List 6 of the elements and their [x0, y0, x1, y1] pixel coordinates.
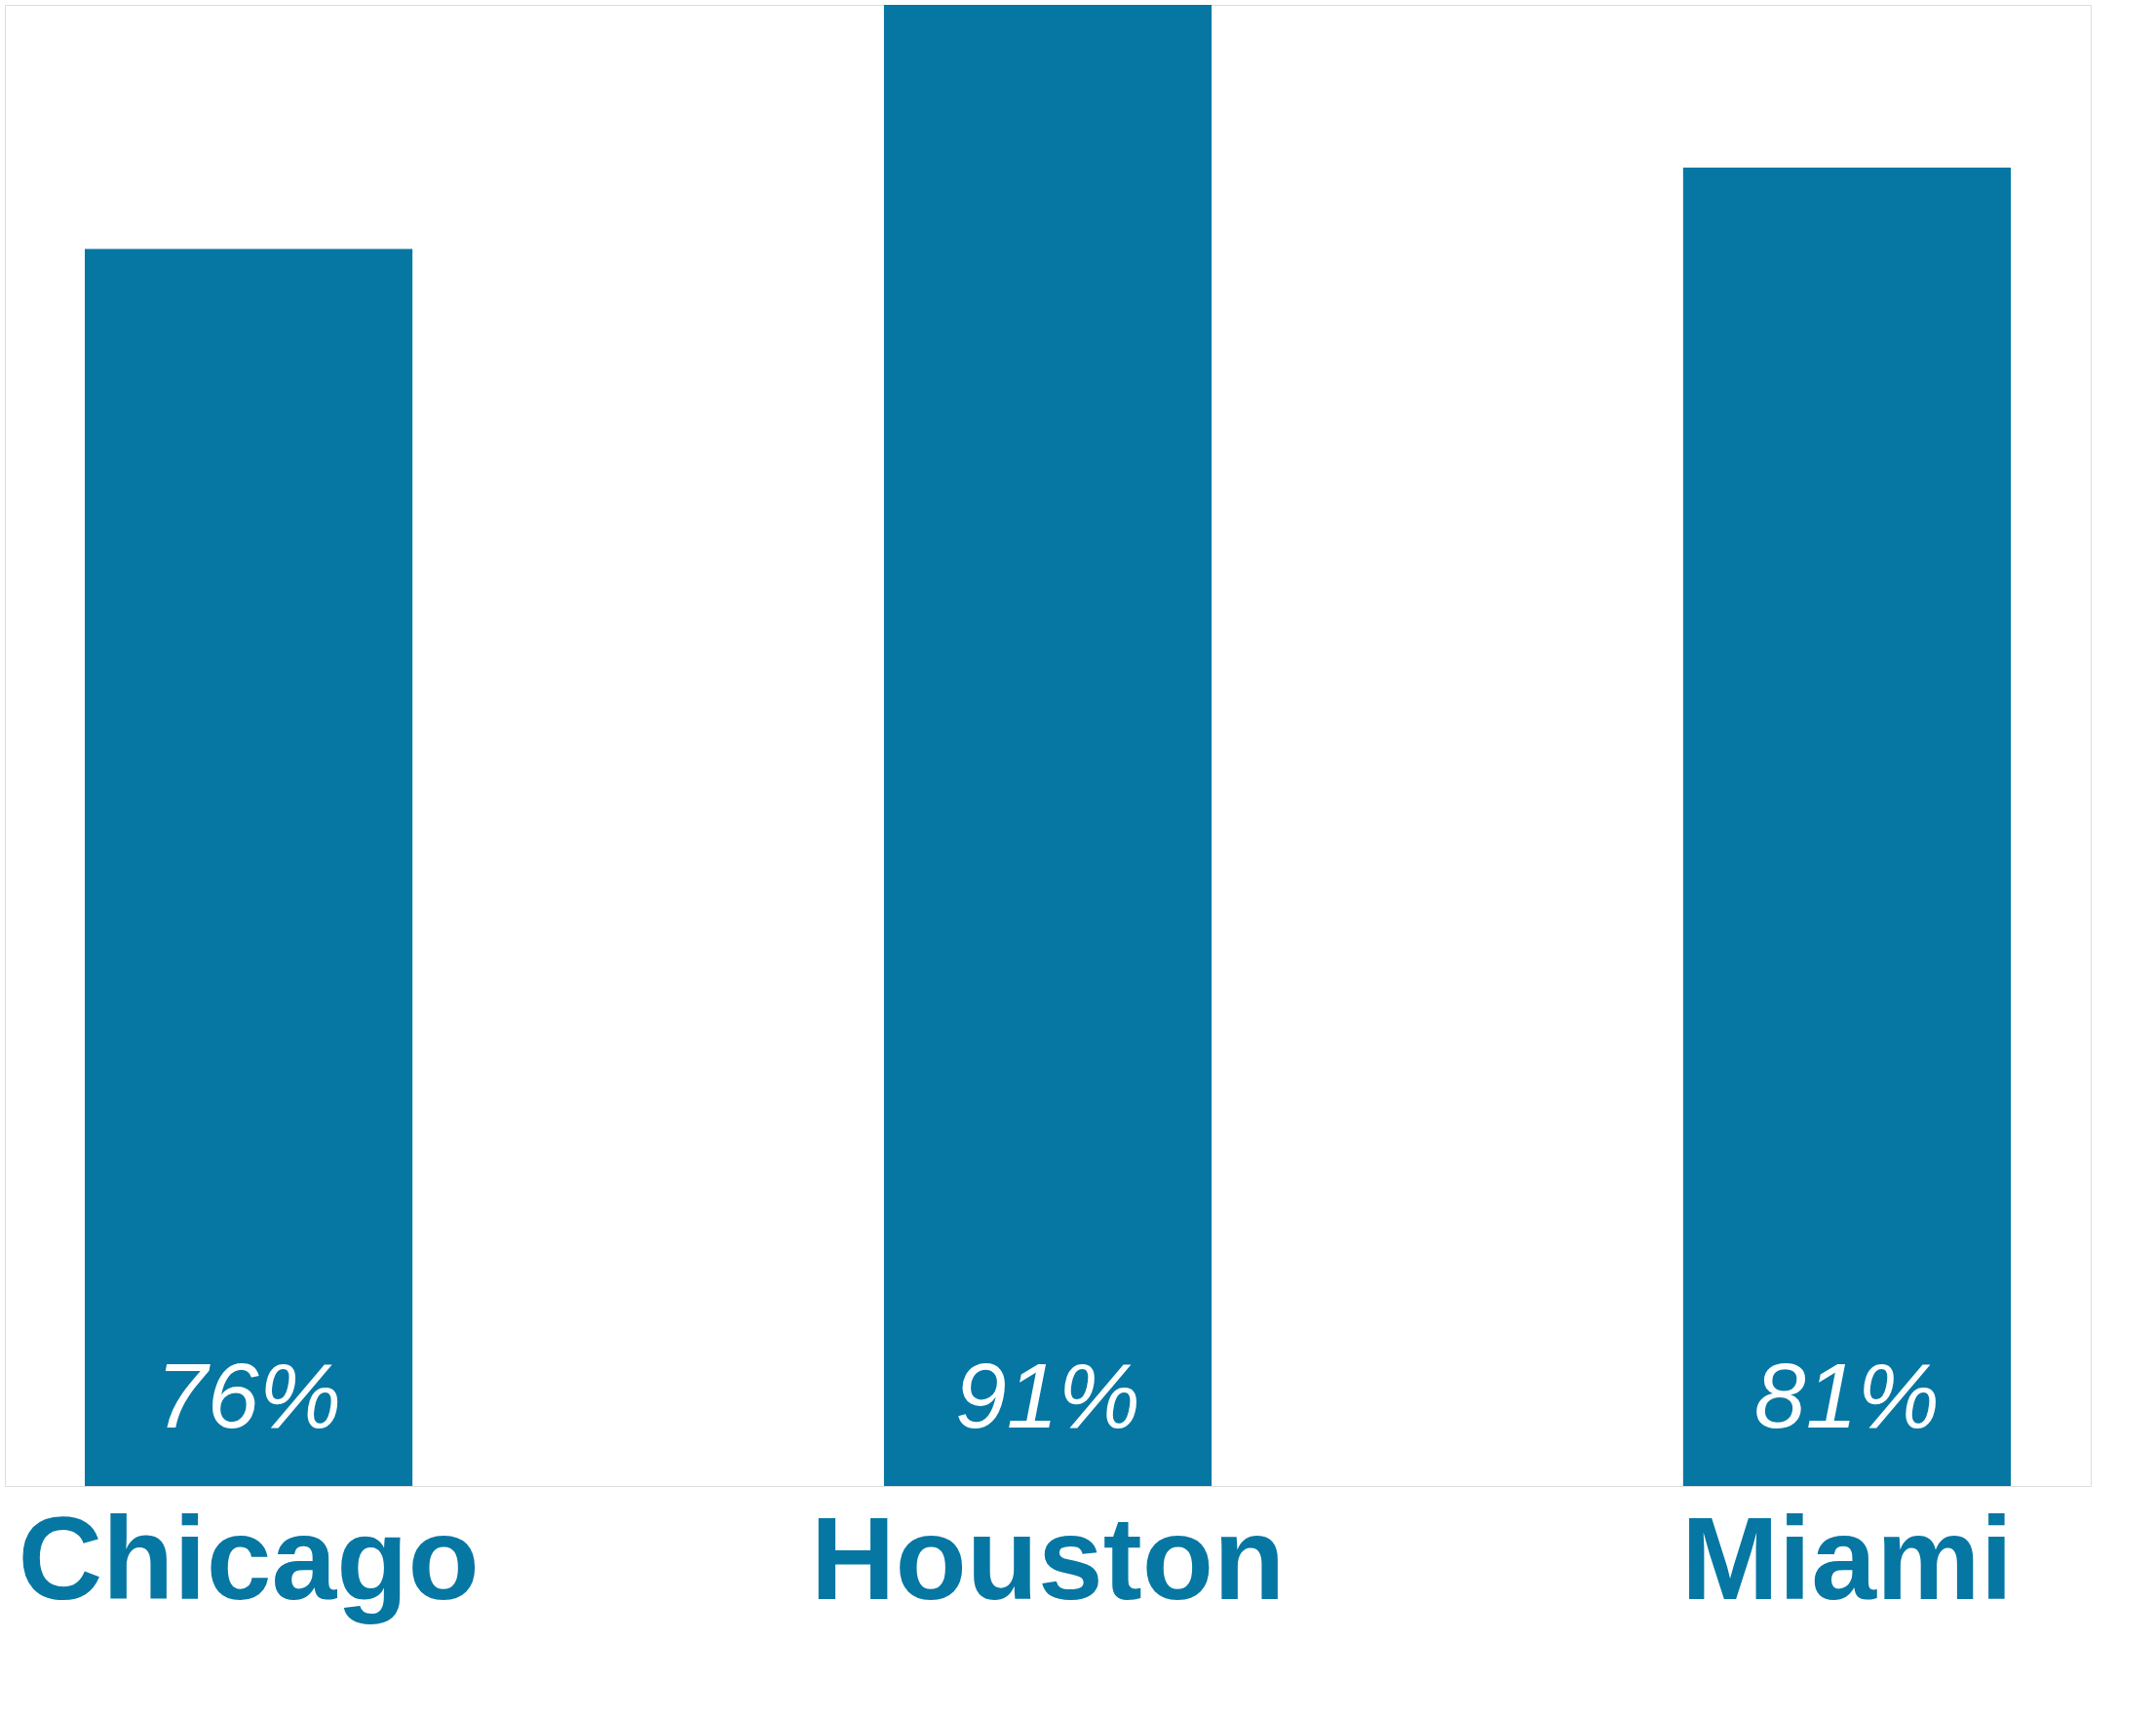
x-tick-label: Miami: [1680, 1492, 2013, 1623]
data-label: 91%: [954, 1344, 1141, 1447]
data-label: 81%: [1753, 1344, 1940, 1447]
x-tick-label: Chicago: [18, 1492, 480, 1624]
data-label: 76%: [156, 1344, 342, 1447]
x-tick-label: Houston: [810, 1492, 1286, 1623]
